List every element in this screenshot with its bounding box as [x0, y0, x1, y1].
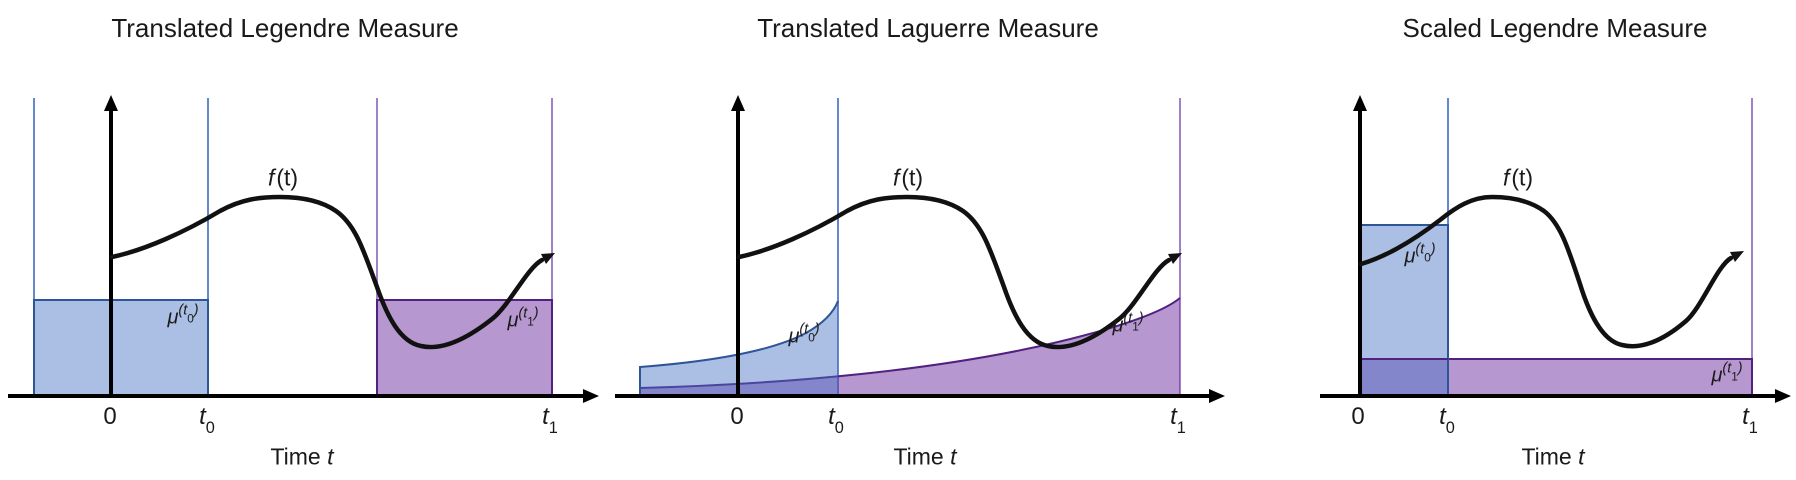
p3-mu-t0-region [1359, 224, 1449, 397]
t0-sub: 0 [205, 418, 215, 437]
mu-sup-close: ) [1430, 242, 1436, 259]
time-word: Time [893, 443, 944, 470]
mu-sub-0: 0 [187, 311, 194, 326]
p2-mu-t0-label: μ(t0) [788, 323, 819, 350]
p3-x-axis-arrowhead-icon [1775, 389, 1791, 403]
p3-mu-t1-region [1359, 358, 1753, 397]
p3-tick-t1: t1 [1742, 402, 1758, 435]
p2-mu-t1-region-edge [639, 297, 1181, 389]
t-var: t [1439, 402, 1446, 430]
p2-x-axis-arrowhead-icon [1209, 389, 1225, 403]
p3-tick-zero: 0 [1351, 403, 1365, 430]
p2-curve-arrowhead-icon [1168, 253, 1182, 264]
p1-x-axis-title: Time t [270, 443, 334, 470]
t-var: t [542, 402, 549, 430]
p2-mu-t0-region-edge [639, 300, 839, 396]
mu-symbol: μ [1112, 314, 1124, 337]
p2-y-axis-arrowhead-icon [731, 95, 745, 111]
mu-superscript: (t1) [1722, 361, 1743, 383]
f-var: f [1502, 164, 1510, 191]
t1-sub: 1 [1176, 418, 1186, 437]
mu-superscript: (t0) [799, 322, 820, 344]
mu-sup-open: (t [799, 322, 809, 339]
p3-signal-curve [1358, 194, 1734, 349]
mu-symbol: μ [167, 306, 179, 329]
panel2-title: Translated Laguerre Measure [757, 13, 1099, 43]
t-var: t [828, 402, 835, 430]
mu-sup-open: (t [1415, 242, 1425, 259]
f-var: f [267, 164, 275, 191]
mu-sup-close: ) [533, 306, 539, 323]
p3-tick-t0: t0 [1439, 402, 1455, 435]
mu-symbol: μ [1711, 364, 1723, 387]
mu-sup-open: (t [518, 306, 528, 323]
mu-sup-close: ) [814, 322, 820, 339]
mu-sub-1: 1 [1132, 319, 1139, 334]
mu-sup-close: ) [1737, 361, 1743, 378]
mu-symbol: μ [1404, 245, 1416, 268]
p1-curve-arrowhead-icon [541, 253, 555, 264]
p1-tick-t1: t1 [542, 402, 558, 435]
p2-mu-t0-region [640, 301, 838, 396]
t-var: t [1170, 402, 1177, 430]
panel3-title: Scaled Legendre Measure [1402, 13, 1708, 43]
time-var: t [327, 443, 334, 470]
p3-curve-arrowhead-icon [1730, 251, 1744, 262]
p1-x-axis-arrowhead-icon [583, 389, 599, 403]
mu-superscript: (t1) [1123, 311, 1144, 333]
f-args: (t) [276, 164, 299, 191]
p3-y-axis-arrowhead-icon [1353, 95, 1367, 111]
f-args: (t) [901, 164, 924, 191]
mu-sup-open: (t [178, 303, 188, 320]
t-var: t [199, 402, 206, 430]
panel1-title: Translated Legendre Measure [111, 13, 459, 43]
mu-symbol: μ [788, 325, 800, 348]
mu-sup-close: ) [1138, 311, 1144, 328]
p3-curve-label: f(t) [1502, 164, 1534, 191]
mu-sup-close: ) [193, 303, 199, 320]
p1-y-axis-arrowhead-icon [104, 95, 118, 111]
p2-tick-t1: t1 [1170, 402, 1186, 435]
p1-mu-t0-region [33, 299, 209, 397]
p3-mu-t0-label: μ(t0) [1404, 243, 1435, 270]
time-word: Time [270, 443, 321, 470]
p1-mu-t0-label: μ(t0) [167, 304, 198, 331]
mu-superscript: (t0) [1415, 242, 1436, 264]
mu-superscript: (t1) [518, 306, 539, 328]
t0-sub: 0 [834, 418, 844, 437]
time-var: t [950, 443, 957, 470]
p2-tick-zero: 0 [730, 403, 744, 430]
p1-mu-t1-label: μ(t1) [507, 307, 538, 334]
p1-tick-zero: 0 [103, 403, 117, 430]
p3-x-axis-title: Time t [1521, 443, 1585, 470]
mu-superscript: (t0) [178, 303, 199, 325]
p3-mu-t1-label: μ(t1) [1711, 362, 1742, 389]
mu-sub-1: 1 [1731, 369, 1738, 384]
t1-sub: 1 [1748, 418, 1758, 437]
p1-tick-t0: t0 [199, 402, 215, 435]
mu-sup-open: (t [1123, 311, 1133, 328]
mu-sub-1: 1 [527, 314, 534, 329]
mu-sub-0: 0 [808, 330, 815, 345]
time-var: t [1578, 443, 1585, 470]
mu-sub-0: 0 [1424, 250, 1431, 265]
f-args: (t) [1511, 164, 1534, 191]
mu-sup-open: (t [1722, 361, 1732, 378]
f-var: f [892, 164, 900, 191]
p2-signal-curve [736, 194, 1172, 350]
p2-mu-t1-label: μ(t1) [1112, 312, 1143, 339]
p1-curve-label: f(t) [267, 164, 299, 191]
t-var: t [1742, 402, 1749, 430]
p2-curve-label: f(t) [892, 164, 924, 191]
p2-x-axis-title: Time t [893, 443, 957, 470]
mu-symbol: μ [507, 309, 519, 332]
p1-signal-curve [109, 194, 545, 350]
t0-sub: 0 [1445, 418, 1455, 437]
p2-tick-t0: t0 [828, 402, 844, 435]
time-word: Time [1521, 443, 1572, 470]
p2-mu-t1-region [640, 298, 1180, 396]
t1-sub: 1 [548, 418, 558, 437]
